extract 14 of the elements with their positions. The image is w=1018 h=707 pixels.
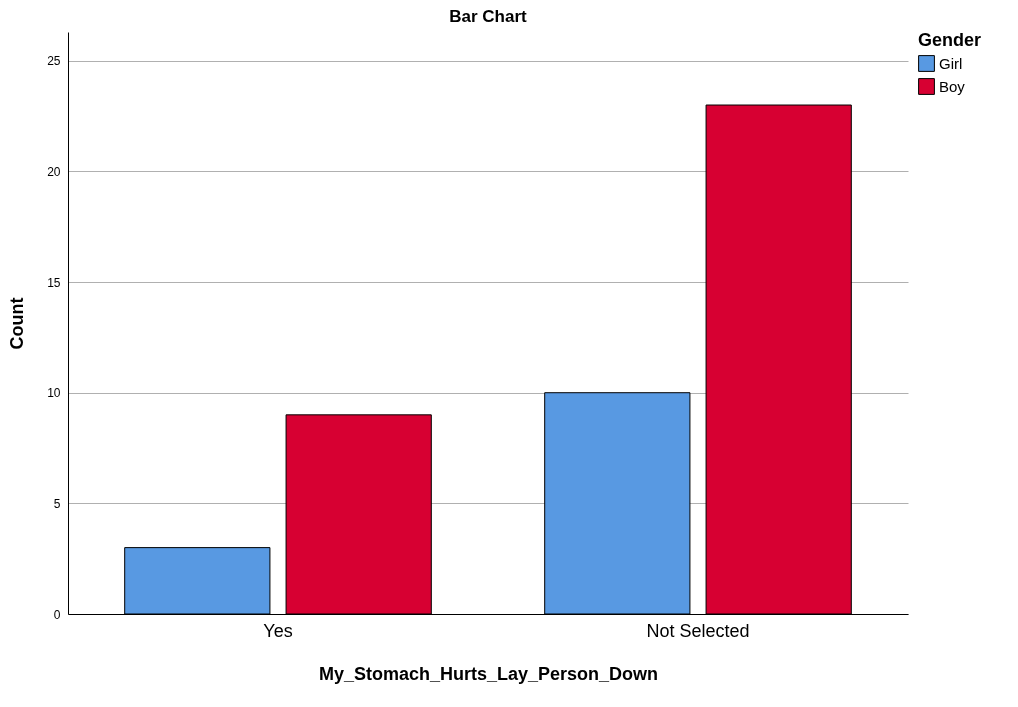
y-tick-label: 10 — [47, 386, 61, 401]
x-tick-label: Yes — [263, 620, 293, 641]
y-axis-title: Count — [7, 297, 28, 350]
y-tick-label: 20 — [47, 164, 61, 179]
y-tick-label: 15 — [47, 275, 61, 290]
x-axis-title: My_Stomach_Hurts_Lay_Person_Down — [318, 663, 659, 684]
legend-label: Girl — [939, 54, 963, 72]
y-tick-label: 25 — [47, 54, 61, 69]
x-tick-label: Not Selected — [646, 620, 750, 641]
legend-label: Boy — [939, 77, 966, 95]
y-tick-label: 0 — [53, 607, 61, 622]
legend-title: Gender — [918, 30, 982, 50]
chart-title: Bar Chart — [449, 7, 528, 26]
y-tick-label: 5 — [53, 496, 61, 511]
